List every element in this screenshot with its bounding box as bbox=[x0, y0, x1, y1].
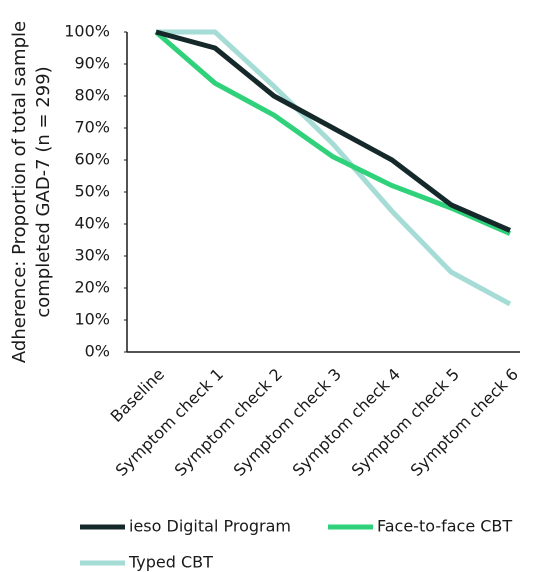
y-tick-label: 30% bbox=[74, 246, 110, 265]
y-tick-label: 50% bbox=[74, 182, 110, 201]
y-tick-label: 10% bbox=[74, 310, 110, 329]
x-tick-label: Symptom check 5 bbox=[348, 365, 463, 480]
y-tick-label: 60% bbox=[74, 150, 110, 169]
y-tick-label: 70% bbox=[74, 118, 110, 137]
x-tick-label: Symptom check 6 bbox=[407, 365, 522, 480]
x-tick-label: Baseline bbox=[107, 365, 168, 426]
y-tick-label: 80% bbox=[74, 86, 110, 105]
legend-label: ieso Digital Program bbox=[129, 517, 291, 536]
y-axis-label: completed GAD-7 (n = 299) bbox=[33, 66, 54, 317]
legend-label: Face-to-face CBT bbox=[377, 517, 512, 536]
series-line bbox=[156, 29, 512, 307]
y-tick-label: 90% bbox=[74, 54, 110, 73]
y-axis-label: Adherence: Proportion of total sample bbox=[9, 21, 30, 363]
series-line bbox=[154, 30, 511, 236]
y-tick-label: 20% bbox=[74, 278, 110, 297]
y-tick-label: 0% bbox=[85, 342, 110, 361]
x-tick-label: Symptom check 3 bbox=[230, 365, 345, 480]
y-tick-label: 40% bbox=[74, 214, 110, 233]
legend-label: Typed CBT bbox=[128, 553, 213, 572]
x-tick-label: Symptom check 1 bbox=[112, 365, 227, 480]
x-tick-label: Symptom check 4 bbox=[289, 365, 404, 480]
y-tick-label: 100% bbox=[64, 22, 110, 41]
series-line bbox=[155, 29, 511, 233]
x-tick-label: Symptom check 2 bbox=[171, 365, 286, 480]
